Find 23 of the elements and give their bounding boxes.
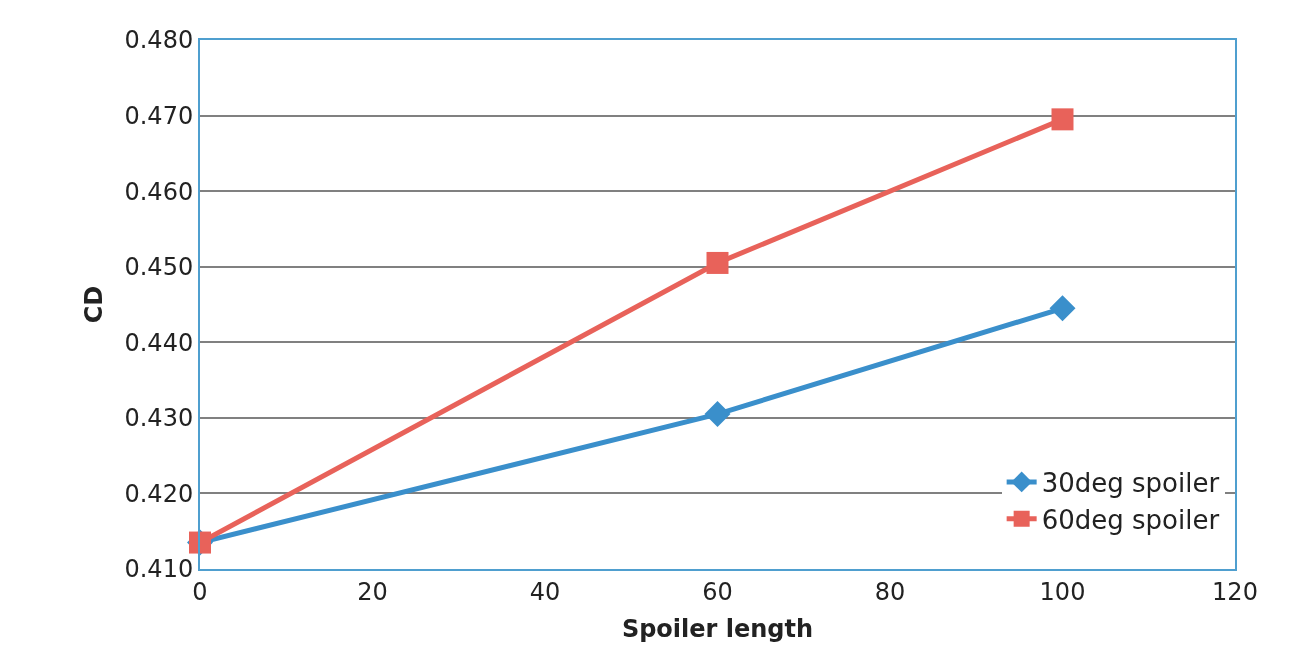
x-tick-label: 80 — [874, 577, 906, 606]
y-tick-label: 0.450 — [124, 253, 194, 282]
y-tick-label: 0.420 — [124, 479, 194, 508]
x-axis-title: Spoiler length — [621, 614, 814, 643]
x-tick-label: 20 — [357, 577, 388, 606]
y-tick-label: 0.440 — [124, 328, 194, 357]
point — [1051, 108, 1074, 131]
x-tick-label: 100 — [1039, 577, 1086, 606]
point — [1049, 295, 1076, 322]
y-axis-title: CD — [80, 285, 109, 324]
y-tick-label: 0.410 — [124, 555, 194, 584]
point — [704, 401, 731, 428]
x-tick-label: 120 — [1212, 577, 1258, 606]
legend-label: 60deg spoiler — [1041, 504, 1220, 535]
y-tick-label: 0.470 — [124, 101, 194, 130]
x-tick-label: 40 — [529, 577, 561, 606]
x-tick-label: 0 — [192, 577, 208, 606]
point — [706, 251, 729, 274]
y-tick-label: 0.460 — [124, 177, 194, 206]
y-tick-label: 0.480 — [124, 26, 194, 55]
legend-label: 30deg spoiler — [1041, 468, 1220, 499]
x-tick-label: 60 — [702, 577, 733, 606]
y-tick-label: 0.430 — [124, 404, 194, 433]
